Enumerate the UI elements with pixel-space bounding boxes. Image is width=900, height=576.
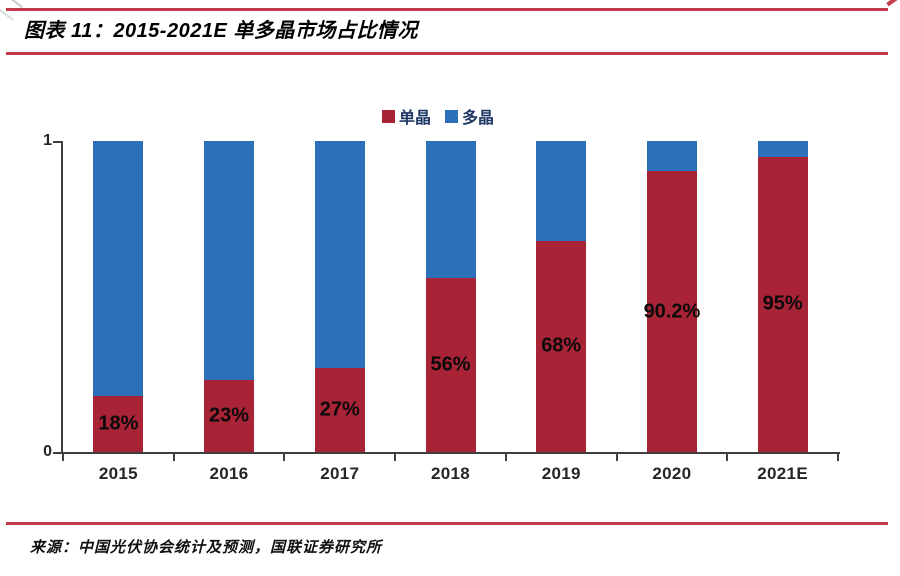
top-rule <box>6 8 888 11</box>
x-axis-tick <box>615 454 618 461</box>
chart-title: 图表 11：2015-2021E 单多晶市场占比情况 <box>24 20 418 42</box>
y-axis-tick-label: 0 <box>43 443 52 460</box>
bar-segment-multi <box>93 141 144 397</box>
x-axis-tick <box>726 454 729 461</box>
y-axis-tick-label: 1 <box>43 132 52 149</box>
bar-segment-mono <box>93 396 144 452</box>
x-axis-category-label: 2020 <box>652 464 692 483</box>
x-axis-category-label: 2017 <box>320 464 360 483</box>
plot-area: 18% 23% 27% 56% 68% 90.2% 95% <box>53 141 840 461</box>
bar-data-label: 95% <box>762 292 803 315</box>
y-axis-tick-bottom <box>53 452 61 454</box>
legend-label: 单晶 <box>399 110 432 127</box>
bar-2017: 27% <box>314 141 365 452</box>
y-axis-tick-top <box>53 141 61 143</box>
legend-item-mono: 单晶 <box>382 104 431 128</box>
bar-data-label: 23% <box>209 404 250 427</box>
bar-2021E: 95% <box>757 141 808 452</box>
x-axis-tick <box>394 454 397 461</box>
bar-segment-mono <box>314 368 365 452</box>
bar-segment-mono <box>536 240 587 452</box>
x-axis-category-label: 2021E <box>757 464 808 483</box>
x-axis-tick <box>62 454 64 461</box>
bar-segment-multi <box>757 141 808 157</box>
bar-2019: 68% <box>536 141 587 452</box>
bar-segment-mono <box>204 380 255 452</box>
chart-legend: 单晶 多晶 <box>382 104 494 128</box>
bar-segment-multi <box>314 141 365 369</box>
x-axis-tick <box>283 454 286 461</box>
corner-artifact-mark <box>886 0 900 7</box>
bar-segment-multi <box>204 141 255 381</box>
legend-swatch <box>445 109 459 123</box>
x-axis <box>61 452 840 454</box>
y-axis <box>61 141 63 454</box>
x-axis-category-label: 2015 <box>98 464 138 483</box>
corner-artifact-line <box>0 1 14 21</box>
x-axis-tick <box>837 454 839 461</box>
bar-segment-mono <box>425 277 476 452</box>
legend-item-multi: 多晶 <box>445 104 494 128</box>
bar-2020: 90.2% <box>644 141 700 452</box>
bar-data-label: 18% <box>98 412 139 435</box>
x-axis-category-label: 2019 <box>541 464 581 483</box>
bar-data-label: 27% <box>319 398 360 421</box>
bar-2015: 18% <box>93 141 144 452</box>
legend-label: 多晶 <box>462 110 495 127</box>
bar-data-label: 90.2% <box>643 300 701 323</box>
x-axis-category-label: 2016 <box>209 464 249 483</box>
title-underline-rule <box>6 52 888 55</box>
bar-2016: 23% <box>204 141 255 452</box>
x-axis-tick <box>504 454 507 461</box>
bar-segment-multi <box>646 141 697 172</box>
bar-data-label: 68% <box>541 334 582 357</box>
bar-data-label: 56% <box>430 353 471 376</box>
bar-2018: 56% <box>425 141 476 452</box>
bar-segment-mono <box>646 171 697 452</box>
source-note: 来源：中国光伏协会统计及预测，国联证券研究所 <box>30 539 383 556</box>
bar-segment-mono <box>757 156 808 452</box>
x-axis-category-label: 2018 <box>430 464 471 483</box>
bar-segment-multi <box>425 141 476 278</box>
footer-rule <box>6 522 888 525</box>
x-axis-tick <box>172 454 175 461</box>
bar-segment-multi <box>536 141 587 241</box>
legend-swatch <box>382 109 395 123</box>
